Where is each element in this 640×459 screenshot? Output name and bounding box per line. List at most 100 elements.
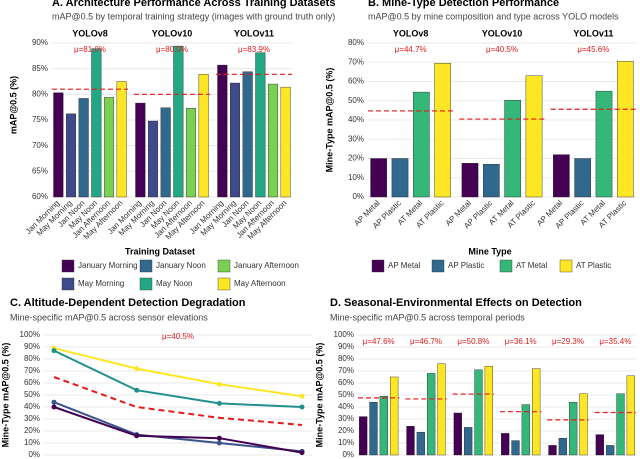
bar	[437, 363, 446, 456]
point	[51, 399, 57, 405]
bar	[91, 48, 102, 198]
bar	[483, 164, 500, 198]
bar	[370, 158, 387, 198]
bar	[521, 404, 530, 456]
y-tick-label: 75%	[32, 115, 48, 124]
facet-title: YOLOv11	[234, 28, 274, 38]
bar	[626, 375, 635, 456]
y-tick-label: 10%	[338, 438, 354, 447]
bar	[379, 396, 388, 456]
bar	[229, 82, 241, 198]
mean-label: μ=35.4%	[599, 337, 631, 346]
legend-label: January Noon	[156, 261, 206, 270]
bar	[267, 83, 279, 198]
bar	[280, 86, 291, 198]
y-tick-label: 30%	[24, 414, 40, 423]
bar	[616, 393, 625, 456]
y-tick-label: 50%	[348, 96, 364, 105]
bar	[217, 64, 228, 198]
legend-swatch	[371, 259, 385, 273]
line	[53, 347, 303, 398]
mean-label: μ=50.8%	[457, 337, 489, 346]
point	[134, 366, 140, 372]
y-tick-label: 90%	[338, 342, 354, 351]
y-tick-label: 50%	[338, 390, 354, 399]
y-tick-label: 60%	[24, 378, 40, 387]
bar	[391, 158, 409, 198]
y-tick-label: 10%	[24, 438, 40, 447]
y-tick-label: 20%	[24, 426, 40, 435]
bar	[406, 426, 415, 456]
y-tick-label: 85%	[32, 64, 48, 73]
bar	[579, 393, 588, 456]
panel-title: C. Altitude-Dependent Detection Degradat…	[10, 297, 246, 309]
bar	[160, 107, 171, 198]
bar	[553, 154, 570, 198]
legend-swatch	[499, 259, 513, 273]
bar	[595, 90, 613, 198]
legend-label: AT Plastic	[576, 261, 611, 270]
y-tick-label: 90%	[32, 38, 48, 47]
y-tick-label: 70%	[32, 141, 48, 150]
y-tick-label: 80%	[32, 89, 48, 98]
legend-label: AP Metal	[388, 261, 421, 270]
y-tick-label: 20%	[338, 426, 354, 435]
bar	[511, 440, 520, 456]
panel-subtitle: mAP@0.5 by mine composition and type acr…	[368, 11, 619, 21]
bar	[173, 45, 184, 198]
legend-label: May Morning	[78, 279, 124, 288]
bar	[461, 163, 479, 198]
bar	[504, 99, 521, 198]
bar	[484, 366, 493, 456]
legend-swatch	[217, 259, 231, 273]
mean-label: μ=47.6%	[363, 337, 395, 346]
point	[216, 400, 222, 406]
y-tick-label: 80%	[24, 354, 40, 363]
mean-label: μ=40.5%	[486, 45, 518, 54]
bar	[185, 107, 197, 198]
y-tick-label: 0%	[352, 192, 364, 201]
bar	[525, 75, 543, 198]
line	[53, 401, 303, 453]
legend-swatch	[217, 277, 231, 291]
bar	[464, 427, 473, 456]
mean-label: μ=83.9%	[238, 45, 270, 54]
legend-label: January Afternoon	[234, 261, 299, 270]
bar	[53, 92, 64, 198]
bar	[135, 102, 146, 198]
mean-label: μ=44.7%	[395, 45, 427, 54]
y-tick-label: 100%	[334, 330, 354, 339]
y-axis-label: Mine-Type mAP@0.5 (%)	[314, 343, 324, 448]
y-tick-label: 70%	[348, 57, 364, 66]
y-tick-label: 40%	[24, 402, 40, 411]
y-axis-label: Mine-Type mAP@0.5 (%)	[0, 343, 10, 448]
y-tick-label: 90%	[24, 342, 40, 351]
y-tick-label: 60%	[338, 378, 354, 387]
facet-title: YOLOv10	[482, 28, 523, 38]
bar	[369, 402, 378, 456]
mean-label: μ=46.7%	[410, 337, 442, 346]
bar	[606, 445, 615, 456]
bar	[198, 74, 209, 198]
y-tick-label: 50%	[24, 390, 40, 399]
y-tick-label: 70%	[24, 366, 40, 375]
point	[216, 381, 222, 387]
annotation: μ=40.5%	[162, 332, 194, 341]
bar	[413, 91, 430, 198]
legend-swatch	[139, 259, 153, 273]
facet-title: YOLOv11	[573, 28, 613, 38]
point	[299, 393, 305, 399]
bar	[558, 438, 567, 456]
legend-title: Mine Type	[468, 246, 511, 256]
line	[53, 376, 303, 426]
bar	[501, 433, 510, 456]
y-tick-label: 30%	[348, 134, 364, 143]
bar	[416, 432, 425, 456]
y-tick-label: 60%	[348, 77, 364, 86]
point	[134, 433, 140, 439]
legend-label: AT Metal	[516, 261, 547, 270]
bar	[116, 81, 127, 198]
legend-title: Training Dataset	[125, 246, 195, 256]
